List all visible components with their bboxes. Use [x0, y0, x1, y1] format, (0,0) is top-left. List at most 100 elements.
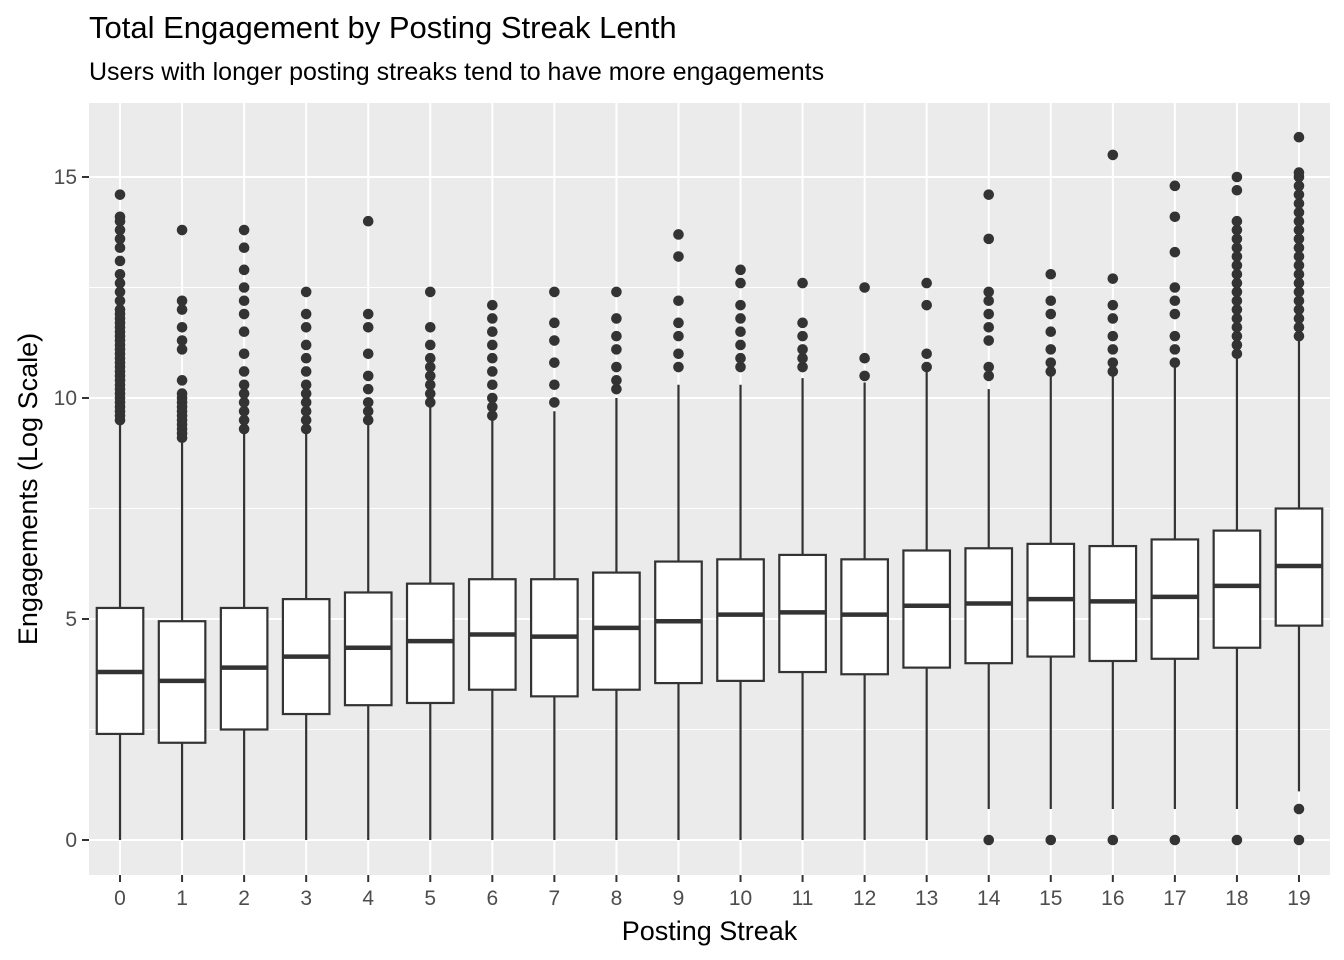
outlier-point — [487, 299, 498, 311]
outlier-point — [300, 423, 312, 435]
outlier-point — [1293, 295, 1305, 307]
x-axis: 0 1 2 3 4 5 6 7 8 9 10 11 12 13 14 15 16 17 18 19 — [114, 875, 1311, 910]
outlier-point — [1293, 260, 1305, 271]
y-axis-label: Engagements (Log Scale) — [13, 333, 43, 645]
outlier-point — [611, 383, 622, 395]
box-group — [343, 215, 393, 840]
outlier-point — [983, 189, 995, 200]
box-group — [964, 189, 1014, 846]
outlier-point — [1293, 167, 1305, 178]
outlier-point — [797, 344, 808, 355]
outlier-point — [673, 251, 684, 262]
outlier-point — [238, 308, 250, 320]
outlier-point — [673, 229, 684, 240]
outlier-point — [983, 295, 995, 307]
outlier-point — [300, 366, 312, 377]
outlier-point — [1293, 233, 1305, 245]
box-group — [1026, 268, 1076, 846]
outlier-point — [238, 414, 250, 426]
outlier-point — [983, 286, 995, 298]
outlier-point — [549, 317, 560, 329]
outlier-point — [983, 361, 995, 373]
outlier-point — [1169, 834, 1181, 846]
outlier-point — [1293, 189, 1305, 200]
outlier-point — [611, 330, 622, 342]
outlier-point — [1231, 295, 1243, 307]
outlier-point — [735, 277, 746, 289]
outlier-point — [362, 348, 374, 360]
outlier-point — [114, 233, 126, 245]
outlier-point — [1231, 233, 1243, 245]
outlier-point — [1169, 357, 1181, 368]
outlier-point — [983, 834, 995, 846]
outlier-point — [114, 189, 126, 200]
outlier-point — [1045, 357, 1057, 368]
outlier-point — [424, 388, 436, 399]
outlier-point — [1293, 268, 1305, 280]
outlier-point — [1293, 224, 1305, 236]
outlier-point — [797, 361, 808, 373]
outlier-point — [1231, 286, 1243, 298]
outlier-point — [1107, 313, 1119, 324]
x-tick-label: 3 — [300, 887, 312, 910]
outlier-point — [983, 321, 995, 333]
outlier-point — [1107, 299, 1119, 311]
outlier-point — [1045, 268, 1057, 280]
outlier-point — [983, 335, 995, 346]
outlier-point — [673, 361, 684, 373]
outlier-point — [797, 317, 808, 329]
outlier-point — [611, 344, 622, 355]
outlier-point — [1231, 304, 1243, 315]
outlier-point — [238, 224, 250, 236]
outlier-point — [114, 211, 126, 223]
x-tick-label: 16 — [1101, 887, 1124, 910]
outlier-point — [921, 277, 932, 289]
outlier-point — [1293, 131, 1305, 143]
outlier-point — [735, 264, 746, 276]
outlier-point — [611, 375, 622, 386]
box-group — [530, 286, 579, 840]
outlier-point — [238, 326, 250, 338]
outlier-point — [176, 321, 188, 333]
outlier-point — [1231, 321, 1243, 333]
outlier-point — [1293, 286, 1305, 298]
plot-panel — [89, 103, 1330, 875]
outlier-point — [1231, 268, 1243, 280]
outlier-point — [673, 295, 684, 307]
outlier-point — [1169, 211, 1181, 223]
outlier-point — [1169, 180, 1181, 192]
outlier-point — [300, 286, 312, 298]
outlier-point — [1231, 277, 1243, 289]
box-group — [95, 189, 145, 840]
outlier-point — [1231, 339, 1243, 351]
outlier-point — [114, 277, 126, 289]
outlier-point — [1231, 348, 1243, 360]
outlier-point — [1231, 313, 1243, 324]
outlier-point — [921, 361, 932, 373]
outlier-point — [673, 348, 684, 360]
outlier-point — [300, 405, 312, 417]
box-group — [157, 224, 207, 840]
x-axis-label: Posting Streak — [622, 916, 798, 946]
box-group — [1150, 180, 1200, 846]
box-group — [467, 299, 517, 840]
x-tick-label: 17 — [1163, 887, 1186, 910]
outlier-point — [735, 361, 746, 373]
outlier-point — [1231, 184, 1243, 196]
box-body — [716, 558, 765, 682]
outlier-point — [1045, 834, 1057, 846]
box-group — [840, 282, 889, 840]
outlier-point — [1107, 344, 1119, 355]
outlier-point — [114, 268, 126, 280]
outlier-point — [1293, 215, 1305, 227]
outlier-point — [176, 304, 188, 315]
y-tick-label: 15 — [54, 166, 77, 189]
y-tick-label: 10 — [54, 387, 77, 410]
outlier-point — [114, 242, 126, 254]
y-tick-label: 5 — [65, 608, 77, 631]
x-tick-label: 6 — [486, 887, 498, 910]
outlier-point — [176, 335, 188, 346]
x-tick-label: 0 — [114, 887, 126, 910]
outlier-point — [1107, 834, 1119, 846]
x-tick-label: 13 — [915, 887, 938, 910]
